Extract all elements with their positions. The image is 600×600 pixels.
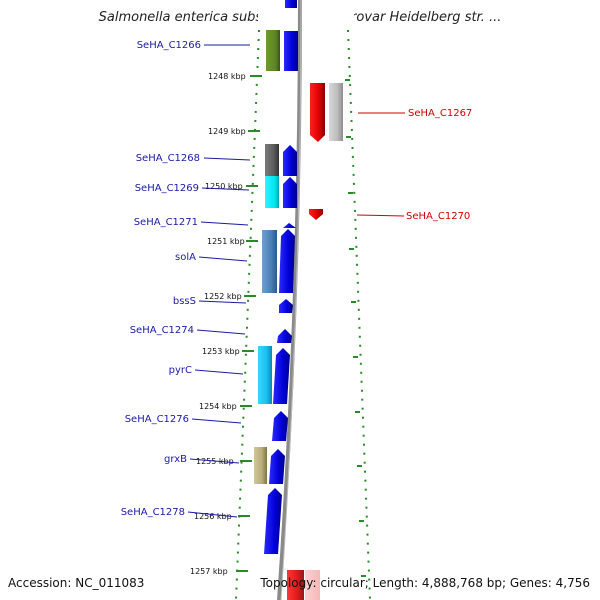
label-SeHA_C1274[interactable]: SeHA_C1274 <box>130 325 194 336</box>
gene-SeHA_C1266[interactable] <box>284 31 298 71</box>
cog-box-SeHA_C1268[interactable] <box>265 144 279 176</box>
gene-labels-left: SeHA_C1266 SeHA_C1268 SeHA_C1269 SeHA_C1… <box>121 40 201 518</box>
cog-box-SeHA_C1269[interactable] <box>265 176 279 208</box>
gene-SeHA_C1276[interactable] <box>272 411 288 441</box>
label-connectors-left <box>187 44 251 518</box>
label-bssS[interactable]: bssS <box>173 296 196 307</box>
kbp-1251: 1251 kbp <box>207 237 245 246</box>
gene-partial-top[interactable] <box>285 0 297 8</box>
topology-text: Topology: circular; Length: 4,888,768 bp… <box>260 576 590 590</box>
label-SeHA_C1269[interactable]: SeHA_C1269 <box>135 183 199 194</box>
kbp-1254: 1254 kbp <box>199 402 237 411</box>
label-pyrC[interactable]: pyrC <box>169 365 192 376</box>
gene-SeHA_C1267[interactable] <box>310 83 325 142</box>
gene-SeHA_C1271[interactable] <box>283 223 296 228</box>
label-connectors-right <box>356 112 405 217</box>
gene-grxB[interactable] <box>269 449 285 484</box>
label-SeHA_C1266[interactable]: SeHA_C1266 <box>137 40 201 51</box>
gene-SeHA_C1278[interactable] <box>264 488 282 554</box>
label-SeHA_C1276[interactable]: SeHA_C1276 <box>125 414 189 425</box>
gene-SeHA_C1274[interactable] <box>277 329 292 343</box>
label-SeHA_C1270[interactable]: SeHA_C1270 <box>406 211 470 222</box>
kbp-1249: 1249 kbp <box>208 127 246 136</box>
label-SeHA_C1268[interactable]: SeHA_C1268 <box>136 153 200 164</box>
cog-box-SeHA_C1267[interactable] <box>329 83 343 141</box>
kbp-ticks: 1248 kbp 1249 kbp 1250 kbp 1251 kbp 1252… <box>190 72 262 576</box>
label-grxB[interactable]: grxB <box>164 454 187 465</box>
label-solA[interactable]: solA <box>175 252 196 263</box>
label-SeHA_C1271[interactable]: SeHA_C1271 <box>134 217 198 228</box>
cog-box-partial-bottom[interactable] <box>305 570 320 600</box>
cog-box-pyrC[interactable] <box>258 346 272 404</box>
kbp-1256: 1256 kbp <box>194 512 232 521</box>
kbp-1250: 1250 kbp <box>205 182 243 191</box>
cog-box-SeHA_C1266[interactable] <box>266 30 280 71</box>
cog-box-grxB[interactable] <box>254 447 267 484</box>
accession-text: Accession: NC_011083 <box>8 576 145 590</box>
gene-SeHA_C1270[interactable] <box>309 209 323 220</box>
genome-backbone <box>277 0 302 600</box>
kbp-1252: 1252 kbp <box>204 292 242 301</box>
label-SeHA_C1267[interactable]: SeHA_C1267 <box>408 108 472 119</box>
gene-bssS[interactable] <box>279 299 293 313</box>
kbp-1248: 1248 kbp <box>208 72 246 81</box>
gene-SeHA_C1268[interactable] <box>283 145 297 176</box>
gene-solA[interactable] <box>279 229 295 293</box>
gene-SeHA_C1269[interactable] <box>283 177 297 208</box>
guide-dots-left <box>235 29 260 600</box>
gene-pyrC[interactable] <box>273 348 290 404</box>
kbp-1253: 1253 kbp <box>202 347 240 356</box>
outer-ticks <box>345 79 366 577</box>
kbp-1257: 1257 kbp <box>190 567 228 576</box>
cog-box-solA[interactable] <box>262 230 277 293</box>
gene-labels-right: SeHA_C1267 SeHA_C1270 <box>406 108 472 222</box>
label-SeHA_C1278[interactable]: SeHA_C1278 <box>121 507 185 518</box>
gene-partial-bottom-red[interactable] <box>287 570 304 600</box>
